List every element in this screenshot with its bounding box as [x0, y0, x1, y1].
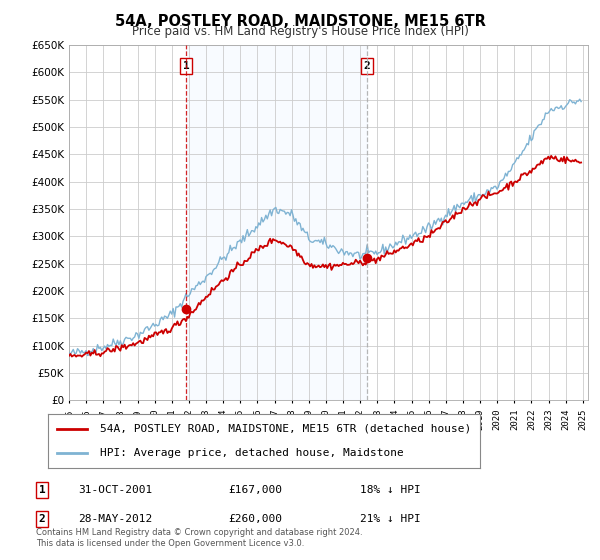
Text: 28-MAY-2012: 28-MAY-2012 — [78, 514, 152, 524]
Text: 54A, POSTLEY ROAD, MAIDSTONE, ME15 6TR (detached house): 54A, POSTLEY ROAD, MAIDSTONE, ME15 6TR (… — [100, 424, 471, 434]
Text: 1: 1 — [182, 61, 190, 71]
Text: 2: 2 — [364, 61, 371, 71]
Text: 31-OCT-2001: 31-OCT-2001 — [78, 485, 152, 495]
Text: £260,000: £260,000 — [228, 514, 282, 524]
Text: 18% ↓ HPI: 18% ↓ HPI — [360, 485, 421, 495]
Text: 54A, POSTLEY ROAD, MAIDSTONE, ME15 6TR: 54A, POSTLEY ROAD, MAIDSTONE, ME15 6TR — [115, 14, 485, 29]
Text: HPI: Average price, detached house, Maidstone: HPI: Average price, detached house, Maid… — [100, 447, 404, 458]
Text: 21% ↓ HPI: 21% ↓ HPI — [360, 514, 421, 524]
Text: Price paid vs. HM Land Registry's House Price Index (HPI): Price paid vs. HM Land Registry's House … — [131, 25, 469, 38]
Text: Contains HM Land Registry data © Crown copyright and database right 2024.
This d: Contains HM Land Registry data © Crown c… — [36, 528, 362, 548]
Bar — [186, 45, 367, 400]
Text: 1: 1 — [38, 485, 46, 495]
Text: £167,000: £167,000 — [228, 485, 282, 495]
Text: 2: 2 — [38, 514, 46, 524]
